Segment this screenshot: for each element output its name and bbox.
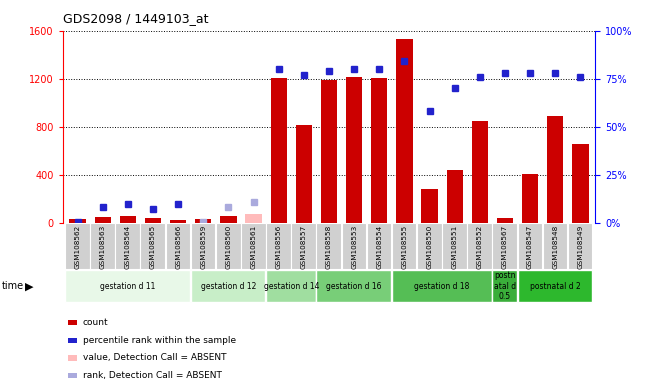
Bar — [70, 219, 86, 223]
Bar — [191, 270, 265, 302]
Bar — [115, 223, 140, 269]
Text: gestation d 18: gestation d 18 — [415, 281, 470, 291]
Text: GSM108567: GSM108567 — [502, 225, 508, 269]
Text: GSM108556: GSM108556 — [276, 225, 282, 269]
Bar — [522, 174, 538, 223]
Text: GSM108566: GSM108566 — [175, 225, 181, 269]
Bar — [492, 223, 517, 269]
Bar — [342, 223, 367, 269]
Text: GSM108552: GSM108552 — [477, 225, 483, 269]
Text: GSM108555: GSM108555 — [401, 225, 407, 269]
Text: postn
atal d
0.5: postn atal d 0.5 — [494, 271, 516, 301]
Bar — [95, 217, 111, 223]
Bar — [568, 223, 592, 269]
Bar — [472, 121, 488, 223]
Text: GSM108563: GSM108563 — [100, 225, 106, 269]
Text: gestation d 11: gestation d 11 — [100, 281, 155, 291]
Bar — [65, 270, 190, 302]
Bar — [316, 223, 341, 269]
Bar — [543, 223, 567, 269]
Bar — [166, 223, 190, 269]
Bar — [140, 223, 165, 269]
Bar — [447, 170, 463, 223]
Text: GSM108554: GSM108554 — [376, 225, 382, 269]
Text: GSM108561: GSM108561 — [251, 225, 257, 269]
Bar — [68, 373, 78, 378]
Bar — [547, 116, 563, 223]
Text: gestation d 14: gestation d 14 — [264, 281, 319, 291]
Bar — [467, 223, 492, 269]
Text: postnatal d 2: postnatal d 2 — [530, 281, 580, 291]
Bar — [68, 320, 78, 325]
Text: GSM108565: GSM108565 — [150, 225, 156, 269]
Text: GSM108564: GSM108564 — [125, 225, 131, 269]
Bar — [392, 223, 417, 269]
Bar — [295, 125, 312, 223]
Text: GSM108549: GSM108549 — [578, 225, 584, 269]
Text: count: count — [83, 318, 109, 327]
Bar — [266, 270, 316, 302]
Bar — [417, 223, 442, 269]
Text: GSM108558: GSM108558 — [326, 225, 332, 269]
Bar — [90, 223, 114, 269]
Text: GSM108553: GSM108553 — [351, 225, 357, 269]
Bar — [321, 80, 337, 223]
Bar — [68, 338, 78, 343]
Bar — [120, 216, 136, 223]
Bar — [145, 218, 161, 223]
Bar — [316, 270, 391, 302]
Bar — [396, 39, 413, 223]
Bar — [291, 223, 316, 269]
Text: gestation d 12: gestation d 12 — [201, 281, 256, 291]
Text: time: time — [1, 281, 24, 291]
Bar — [170, 220, 186, 223]
Text: GSM108550: GSM108550 — [426, 225, 432, 269]
Bar — [421, 189, 438, 223]
Text: value, Detection Call = ABSENT: value, Detection Call = ABSENT — [83, 353, 226, 362]
Bar — [497, 218, 513, 223]
Bar — [346, 77, 363, 223]
Text: GSM108557: GSM108557 — [301, 225, 307, 269]
Text: gestation d 16: gestation d 16 — [326, 281, 382, 291]
Bar — [572, 144, 588, 223]
Text: GSM108547: GSM108547 — [527, 225, 533, 269]
Bar — [442, 223, 467, 269]
Text: GDS2098 / 1449103_at: GDS2098 / 1449103_at — [63, 12, 208, 25]
Bar — [65, 223, 89, 269]
Bar — [266, 223, 291, 269]
Bar — [216, 223, 241, 269]
Text: GSM108548: GSM108548 — [552, 225, 558, 269]
Text: percentile rank within the sample: percentile rank within the sample — [83, 336, 236, 345]
Text: GSM108559: GSM108559 — [200, 225, 207, 269]
Bar — [518, 223, 542, 269]
Bar — [241, 223, 266, 269]
Bar — [68, 355, 78, 361]
Bar — [220, 216, 237, 223]
Text: ▶: ▶ — [25, 282, 34, 292]
Bar — [245, 214, 262, 223]
Text: GSM108551: GSM108551 — [451, 225, 458, 269]
Bar — [367, 223, 392, 269]
Bar — [191, 223, 215, 269]
Bar — [270, 78, 287, 223]
Bar — [492, 270, 517, 302]
Bar — [195, 219, 211, 223]
Bar — [392, 270, 492, 302]
Text: GSM108560: GSM108560 — [226, 225, 232, 269]
Text: rank, Detection Call = ABSENT: rank, Detection Call = ABSENT — [83, 371, 222, 380]
Text: GSM108562: GSM108562 — [74, 225, 80, 269]
Bar — [518, 270, 592, 302]
Bar — [371, 78, 388, 223]
